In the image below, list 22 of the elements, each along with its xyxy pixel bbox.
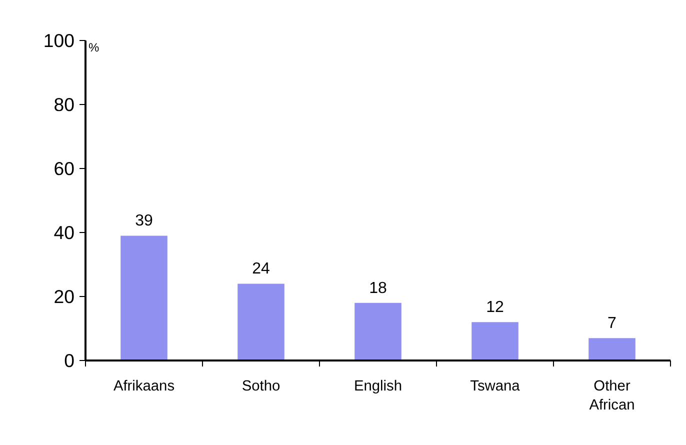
bar xyxy=(120,236,168,360)
bar xyxy=(472,322,518,360)
data-label: 18 xyxy=(369,280,387,297)
x-tick-label: Afrikaans xyxy=(113,378,175,394)
x-tick-label: Other African xyxy=(589,378,635,414)
y-tick-label: 0 xyxy=(64,350,75,371)
data-label: 39 xyxy=(135,212,153,230)
y-tick-label: 20 xyxy=(54,286,75,307)
y-tick-label: 100 xyxy=(43,30,75,51)
data-label: 12 xyxy=(486,299,504,316)
bar xyxy=(588,338,636,360)
data-label: 24 xyxy=(252,260,270,278)
x-tick-label: Sotho xyxy=(242,378,280,394)
bar xyxy=(354,302,402,360)
x-tick-label: English xyxy=(354,378,402,394)
y-axis-title: % xyxy=(88,40,100,54)
y-tick-label: 60 xyxy=(54,158,75,179)
y-tick-label: 80 xyxy=(54,94,75,115)
bar xyxy=(238,284,284,360)
y-tick-label: 40 xyxy=(54,222,75,243)
data-label: 7 xyxy=(608,315,617,332)
x-tick-label: Tswana xyxy=(470,378,521,394)
